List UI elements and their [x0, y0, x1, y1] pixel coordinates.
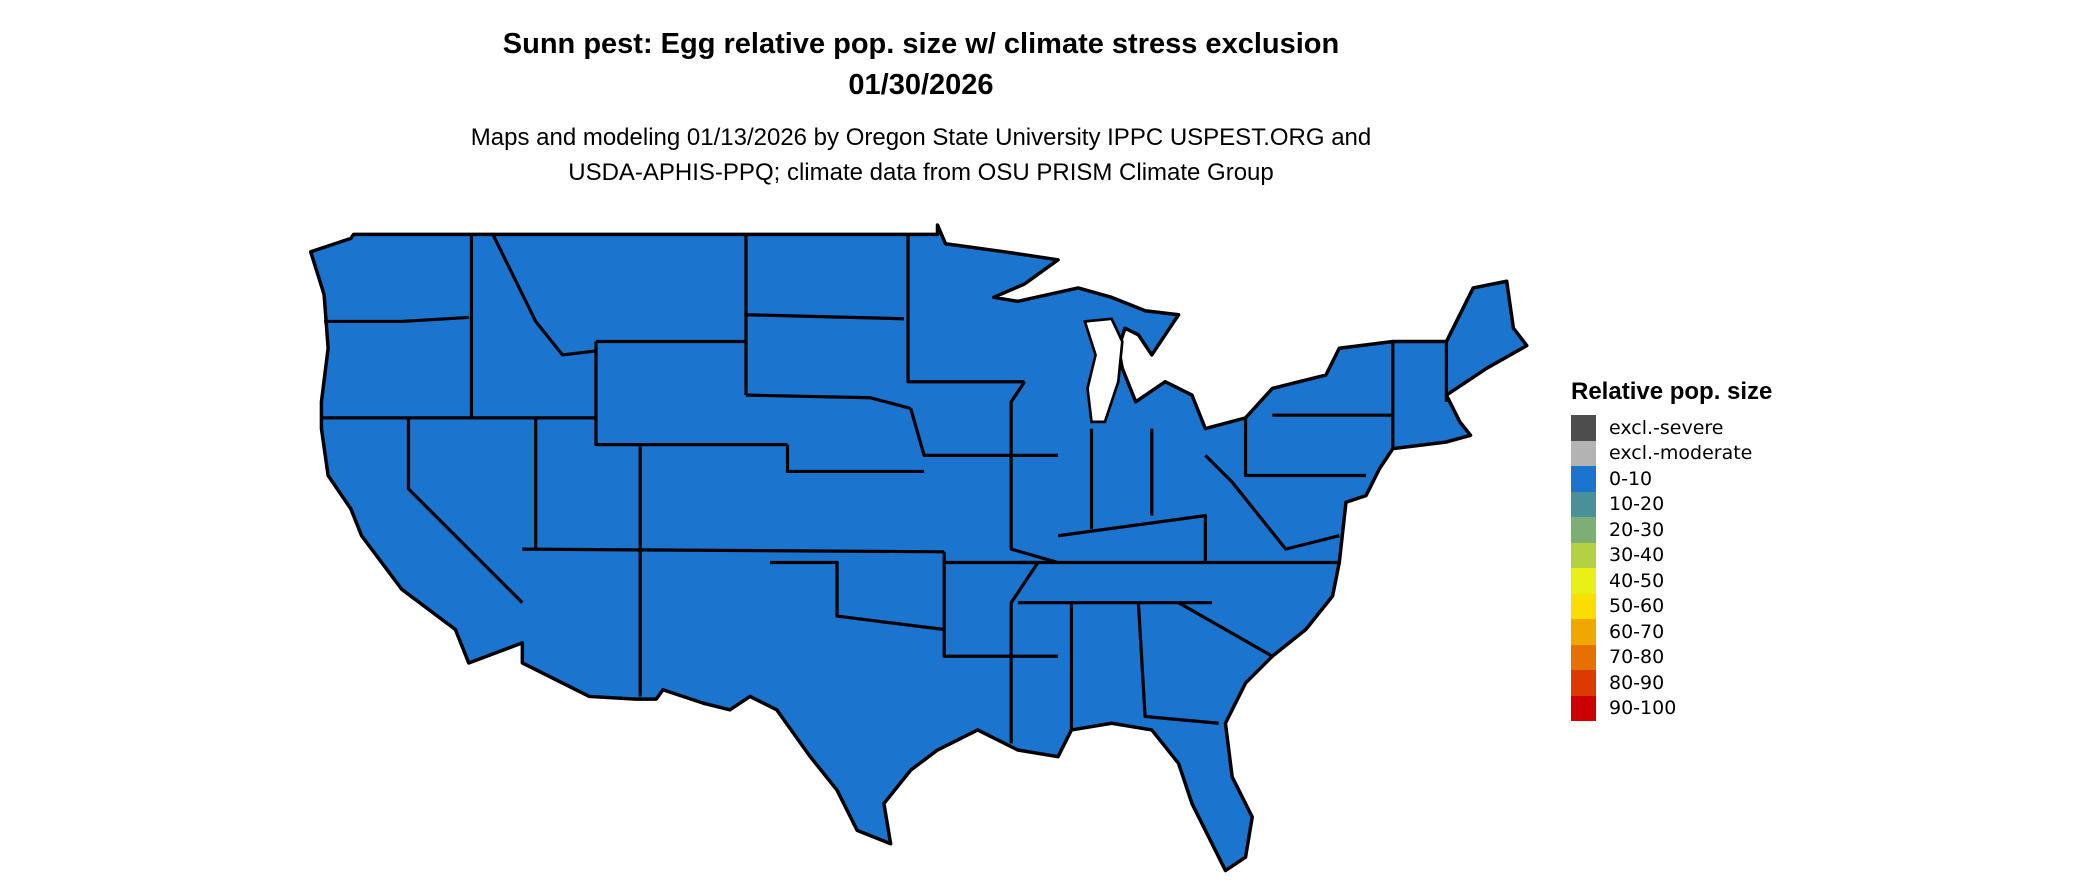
state-border	[594, 341, 788, 447]
lake-michigan	[1083, 317, 1124, 424]
legend-item: excl.-moderate	[1571, 440, 1772, 466]
legend-label: 50-60	[1609, 595, 1665, 618]
state-border	[770, 560, 945, 632]
state-border	[1243, 417, 1367, 478]
legend-item: 40-50	[1571, 568, 1772, 594]
legend-item: 50-60	[1571, 593, 1772, 619]
legend-item: 0-10	[1571, 466, 1772, 492]
subtitle-line-2: USDA-APHIS-PPQ; climate data from OSU PR…	[568, 159, 1274, 186]
state-border	[745, 313, 905, 321]
state-border	[785, 444, 925, 474]
state-border	[406, 417, 524, 604]
legend-swatch	[1571, 593, 1596, 619]
legend-label: 40-50	[1609, 569, 1665, 592]
legend-label: 90-100	[1609, 697, 1677, 720]
legend-swatch	[1571, 644, 1596, 670]
legend-item: 10-20	[1571, 491, 1772, 517]
legend-swatch	[1571, 695, 1596, 721]
state-border	[1057, 514, 1207, 563]
legend-label: 80-90	[1609, 671, 1665, 694]
legend-swatch	[1571, 568, 1596, 594]
legend-swatch	[1571, 415, 1596, 441]
state-border	[942, 551, 1059, 658]
state-border	[906, 234, 1025, 384]
state-border	[1009, 380, 1059, 565]
legend-label: 60-70	[1609, 620, 1665, 643]
legend-item: 20-30	[1571, 517, 1772, 543]
legend-label: 30-40	[1609, 544, 1665, 567]
state-borders	[321, 233, 1449, 744]
legend-swatch	[1571, 440, 1596, 466]
legend-item: 60-70	[1571, 619, 1772, 645]
legend-swatch	[1571, 670, 1596, 696]
legend-item: 30-40	[1571, 542, 1772, 568]
state-border	[1136, 602, 1219, 725]
state-border	[1009, 561, 1040, 744]
legend-swatch	[1571, 517, 1596, 543]
state-border	[522, 547, 945, 554]
legend-label: 10-20	[1609, 493, 1665, 516]
legend-swatch	[1571, 619, 1596, 645]
subtitle-line-1: Maps and modeling 01/13/2026 by Oregon S…	[470, 124, 1372, 151]
legend: Relative pop. size excl.-severe excl.-mod…	[1571, 378, 1772, 721]
state-border	[1177, 601, 1274, 658]
state-border	[1204, 454, 1340, 551]
legend-label: 0-10	[1609, 467, 1653, 490]
legend-item: 70-80	[1571, 644, 1772, 670]
state-border	[491, 233, 597, 357]
legend-label: 20-30	[1609, 518, 1665, 541]
legend-item: 90-100	[1571, 695, 1772, 721]
legend-item: 80-90	[1571, 670, 1772, 696]
legend-label: excl.-severe	[1609, 416, 1724, 439]
legend-swatch	[1571, 466, 1596, 492]
legend-item: excl.-severe	[1571, 415, 1772, 441]
map-date: 01/30/2026	[848, 69, 994, 101]
map-title: Sunn pest: Egg relative pop. size w/ cli…	[502, 28, 1340, 60]
state-border	[324, 315, 469, 324]
us-land-area	[308, 223, 1529, 873]
legend-swatch	[1571, 491, 1596, 517]
legend-title: Relative pop. size	[1571, 378, 1773, 405]
state-border	[745, 393, 912, 411]
legend-label: excl.-moderate	[1609, 442, 1753, 465]
state-border	[909, 408, 1059, 457]
legend-label: 70-80	[1609, 646, 1665, 669]
legend-swatch	[1571, 542, 1596, 568]
